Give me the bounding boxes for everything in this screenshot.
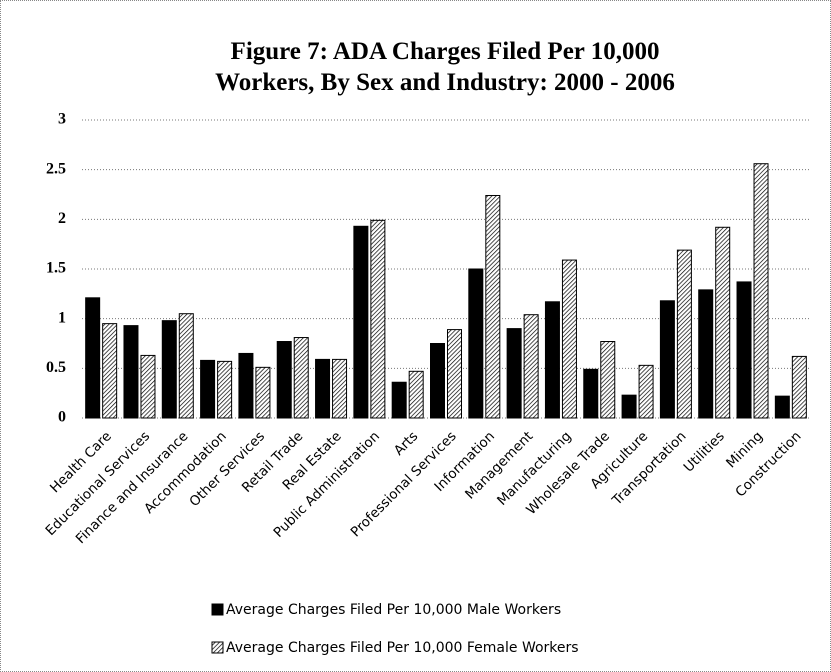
bar xyxy=(315,358,331,419)
bar xyxy=(621,394,637,419)
bar xyxy=(276,341,292,419)
bar xyxy=(102,323,118,419)
bar xyxy=(468,268,484,419)
bar xyxy=(659,300,675,419)
bar xyxy=(140,354,156,419)
legend-swatch xyxy=(211,603,224,616)
bar xyxy=(217,360,233,419)
y-tick-label: 1.5 xyxy=(46,260,66,277)
chart-title: Figure 7: ADA Charges Filed Per 10,000 W… xyxy=(215,38,675,96)
bar xyxy=(123,325,139,419)
y-tick-label: 0 xyxy=(58,409,66,426)
bar xyxy=(753,163,769,419)
bar xyxy=(485,194,501,419)
legend-label: Average Charges Filed Per 10,000 Female … xyxy=(226,640,579,656)
bar xyxy=(600,341,616,419)
bar xyxy=(200,359,216,419)
bar xyxy=(676,249,692,419)
bar xyxy=(791,355,807,419)
bar xyxy=(255,366,271,419)
bar xyxy=(523,314,539,419)
bar xyxy=(238,352,254,419)
bar xyxy=(353,225,369,419)
bar xyxy=(638,364,654,419)
bar xyxy=(698,289,714,419)
legend-label: Average Charges Filed Per 10,000 Male Wo… xyxy=(226,602,561,618)
bar xyxy=(332,358,348,419)
y-tick-label: 0.5 xyxy=(46,359,66,376)
y-tick-label: 2.5 xyxy=(46,160,66,177)
bar xyxy=(583,368,599,419)
x-tick-label: Utilities xyxy=(681,428,728,475)
y-tick-label: 2 xyxy=(58,210,66,227)
bar xyxy=(430,343,445,419)
bar xyxy=(178,313,194,419)
x-tick-label: Arts xyxy=(391,428,421,458)
bar xyxy=(293,337,309,419)
bar xyxy=(506,328,522,419)
bar xyxy=(715,226,731,419)
bar xyxy=(447,329,462,419)
bar xyxy=(774,395,790,419)
bar xyxy=(161,320,177,419)
bar xyxy=(736,281,752,419)
bar xyxy=(370,219,386,419)
bar xyxy=(561,259,577,419)
bar xyxy=(408,370,424,419)
bar xyxy=(85,297,101,419)
y-tick-label: 1 xyxy=(58,309,66,326)
bar xyxy=(391,381,407,419)
bar xyxy=(544,301,560,419)
y-tick-label: 3 xyxy=(58,111,66,128)
legend-swatch xyxy=(211,641,224,654)
